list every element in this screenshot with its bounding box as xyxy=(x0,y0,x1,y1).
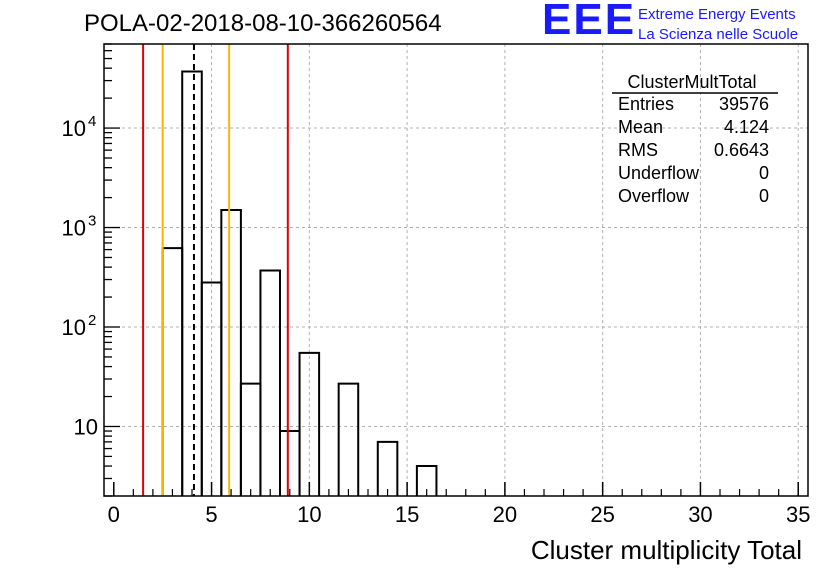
y-tick-label: 10 xyxy=(62,216,86,241)
y-tick-label: 10 xyxy=(62,116,86,141)
y-tick-label: 10 xyxy=(74,414,98,439)
chart-title: POLA-02-2018-08-10-366260564 xyxy=(84,10,442,37)
stats-value-mean: 4.124 xyxy=(724,117,769,137)
histogram-bin xyxy=(259,269,281,496)
histogram-bin xyxy=(376,440,399,496)
x-tick-label: 15 xyxy=(395,502,419,527)
histogram-series xyxy=(161,70,438,496)
histogram-bin xyxy=(239,382,262,496)
stats-value-underflow: 0 xyxy=(759,163,769,183)
histogram-bin xyxy=(415,465,438,496)
x-axis: 0 5 10 15 20 25 30 35 xyxy=(108,482,810,527)
x-tick-label: 20 xyxy=(493,502,517,527)
histogram-bin xyxy=(220,209,242,496)
stats-box: ClusterMultTotal Entries 39576 Mean 4.12… xyxy=(612,72,778,206)
histogram-bin xyxy=(161,247,184,496)
stats-label-entries: Entries xyxy=(618,94,674,114)
y-tick-exponent: 4 xyxy=(88,113,96,130)
x-axis-label: Cluster multiplicity Total xyxy=(531,535,802,565)
eee-logo-mark: EEE xyxy=(542,0,637,44)
grid-lines xyxy=(104,44,808,496)
x-tick-label: 30 xyxy=(688,502,712,527)
y-tick-exponent: 2 xyxy=(88,312,96,329)
histogram-bin xyxy=(337,382,360,496)
stats-label-overflow: Overflow xyxy=(618,186,690,206)
eee-logo-line2: La Scienza nelle Scuole xyxy=(638,26,799,43)
x-tick-label: 35 xyxy=(786,502,810,527)
stats-value-entries: 39576 xyxy=(719,94,769,114)
x-tick-label: 5 xyxy=(205,502,217,527)
y-tick-exponent: 3 xyxy=(88,213,96,230)
eee-logo-line1: Extreme Energy Events xyxy=(638,6,796,23)
x-tick-label: 25 xyxy=(590,502,614,527)
marker-lines xyxy=(142,44,289,496)
x-tick-label: 0 xyxy=(108,502,120,527)
stats-label-rms: RMS xyxy=(618,140,658,160)
x-tick-label: 10 xyxy=(297,502,321,527)
plot-frame xyxy=(103,43,809,497)
stats-label-mean: Mean xyxy=(618,117,663,137)
y-tick-label: 10 xyxy=(62,315,86,340)
stats-value-rms: 0.6643 xyxy=(714,140,769,160)
histogram-bin xyxy=(181,70,203,496)
stats-value-overflow: 0 xyxy=(759,186,769,206)
stats-label-underflow: Underflow xyxy=(618,163,700,183)
histogram-bin xyxy=(298,351,321,496)
histogram-bin xyxy=(279,430,301,496)
stats-title: ClusterMultTotal xyxy=(627,72,756,92)
